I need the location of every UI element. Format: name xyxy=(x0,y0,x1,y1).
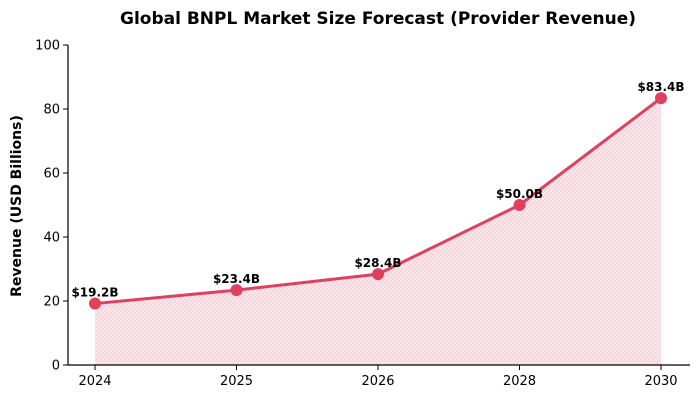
plot-area: 0 20 40 60 80 100 2024 2025 2026 2028 2030 $19.2B $2… xyxy=(35,39,690,389)
x-tick-label: 2025 xyxy=(220,374,253,389)
data-point xyxy=(655,92,667,105)
x-tick-label: 2024 xyxy=(78,374,111,389)
y-tick-label: 100 xyxy=(35,39,60,54)
data-label: $28.4B xyxy=(354,256,401,270)
x-tick-label: 2030 xyxy=(644,374,677,389)
y-tick-label: 80 xyxy=(43,103,60,118)
data-label: $19.2B xyxy=(71,286,118,300)
y-tick-label: 0 xyxy=(52,359,60,374)
y-tick-label: 60 xyxy=(43,167,60,182)
data-point xyxy=(513,199,526,211)
data-label: $83.4B xyxy=(637,80,684,94)
data-point xyxy=(372,268,384,281)
y-tick-label: 40 xyxy=(43,231,60,246)
data-label: $23.4B xyxy=(213,272,260,286)
data-label: $50.0B xyxy=(496,187,543,201)
data-point xyxy=(230,284,243,297)
y-axis-label: Revenue (USD Billions) xyxy=(9,115,25,297)
chart-title: Global BNPL Market Size Forecast (Provid… xyxy=(120,9,636,29)
series-area xyxy=(95,98,661,366)
x-tick-label: 2026 xyxy=(361,374,394,389)
x-tick-label: 2028 xyxy=(503,374,536,389)
data-point xyxy=(89,297,101,310)
y-tick-label: 20 xyxy=(43,295,60,310)
